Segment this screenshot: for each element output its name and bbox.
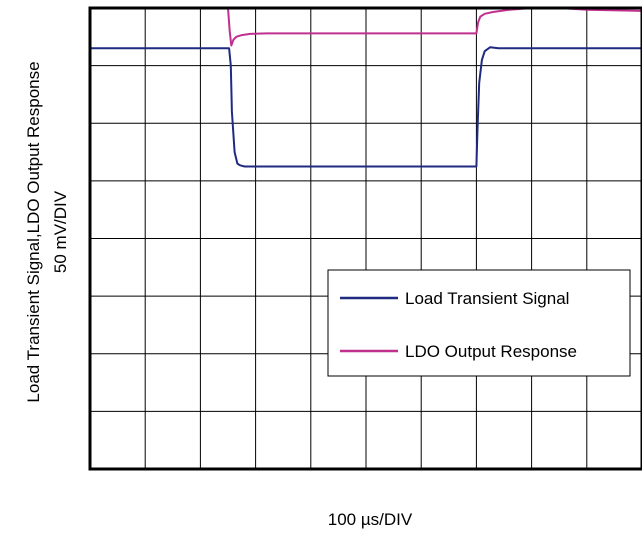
legend-label-load-transient: Load Transient Signal (405, 289, 569, 308)
series-line-load-transient (90, 46, 642, 168)
legend-label-ldo-output: LDO Output Response (405, 342, 577, 361)
legend: Load Transient Signal LDO Output Respons… (327, 269, 631, 377)
y-axis-label-line2: 50 mV/DIV (51, 190, 70, 273)
plot-frame (88, 6, 642, 471)
y-axis-label-line1: Load Transient Signal,LDO Output Respons… (24, 61, 43, 402)
legend-box (327, 269, 631, 377)
chart-grid (90, 8, 642, 469)
x-axis-label: 100 µs/DIV (328, 510, 413, 529)
